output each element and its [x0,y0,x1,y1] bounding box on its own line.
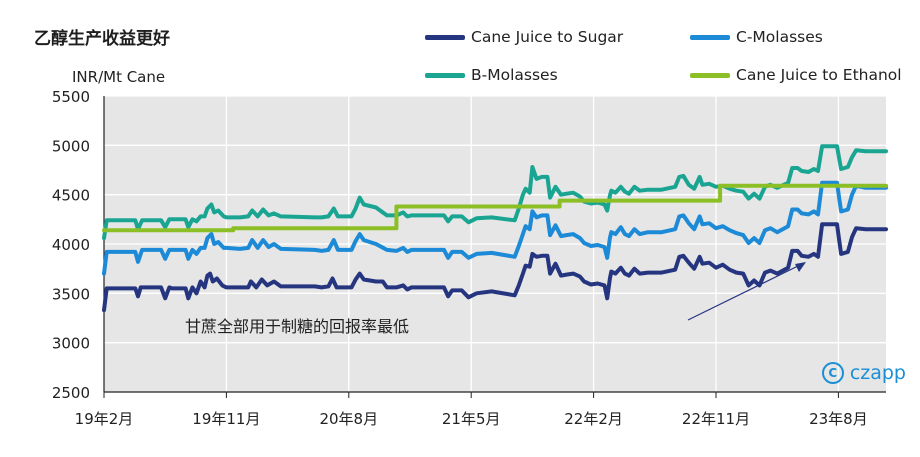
legend-item-c-molasses: C-Molasses [690,28,823,46]
legend-item-b-molasses: B-Molasses [425,66,558,84]
annotation-arrowhead [795,262,806,272]
y-axis: 2500 3000 3500 4000 4500 5000 5500 [52,88,105,402]
series-line-cane-juice-to-ethanol [102,183,888,233]
x-tick-label: 20年8月 [319,410,378,428]
legend-item-cane-juice-to-ethanol: Cane Juice to Ethanol [690,66,902,84]
series-line-b-molasses [102,144,888,241]
y-tick-label: 4000 [52,236,90,254]
brand-logo: C czapp [821,362,906,384]
x-axis: 19年2月 19年11月 20年8月 21年5月 22年2月 22年11月 23年8月 [75,391,886,428]
legend-swatch [690,72,730,78]
chart-title: 乙醇生产收益更好 [34,29,170,49]
legend-label: Cane Juice to Ethanol [736,66,902,84]
y-tick-label: 2500 [52,384,90,402]
copyright-icon: C [821,362,844,384]
y-axis-label: INR/Mt Cane [72,68,166,86]
legend-label: B-Molasses [471,66,558,84]
annotation-arrow [687,264,801,321]
legend-item-cane-juice-to-sugar: Cane Juice to Sugar [425,28,623,46]
y-tick-label: 4500 [52,187,90,205]
legend-swatch [425,34,465,40]
series-lines [102,144,888,313]
brand-name: czapp [849,362,906,384]
x-tick-label: 19年11月 [192,410,260,428]
y-tick-label: 5000 [52,137,90,155]
x-tick-label: 22年11月 [682,410,750,428]
annotation-text: 甘蔗全部用于制糖的回报率最低 [185,317,410,336]
x-tick-label: 19年2月 [75,410,134,428]
y-tick-label: 5500 [52,88,90,106]
legend-label: Cane Juice to Sugar [471,28,624,46]
x-tick-label: 23年8月 [809,410,868,428]
y-tick-label: 3500 [52,285,90,303]
series-line-cane-juice-to-sugar [102,222,888,313]
series-line-c-molasses [102,180,888,276]
y-tick-label: 3000 [52,335,90,353]
legend-swatch [425,72,465,78]
legend-label: C-Molasses [736,28,823,46]
x-tick-label: 21年5月 [442,410,501,428]
x-tick-label: 22年2月 [564,410,623,428]
legend-swatch [690,34,730,40]
